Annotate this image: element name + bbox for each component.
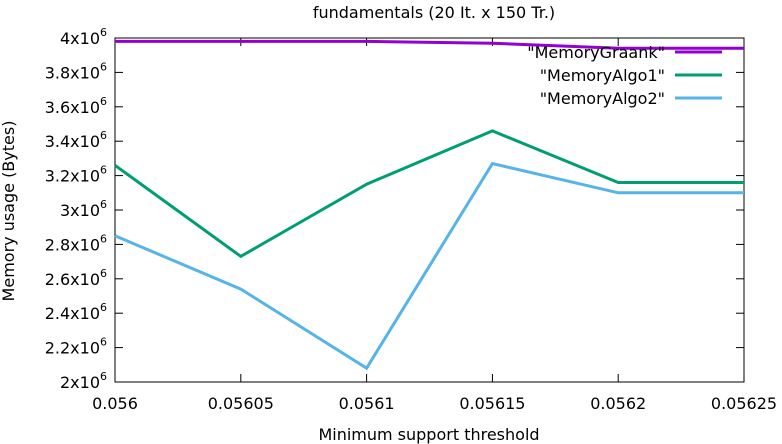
y-tick-label: 3x106	[60, 198, 107, 220]
y-tick-exponent: 6	[100, 26, 107, 39]
y-tick-exponent: 6	[100, 60, 107, 73]
y-tick-mantissa: 2x10	[60, 373, 100, 392]
y-tick-mantissa: 2.4x10	[45, 304, 100, 323]
series-line-3	[114, 161, 744, 371]
y-tick-label: 2.4x106	[45, 301, 107, 323]
x-tick-label: 0.0562	[590, 394, 646, 413]
x-axis-ticks: 0.056 0.05605 0.0561 0.05615 0.0562 0.05625	[92, 38, 777, 413]
legend-label: "MemoryAlgo1"	[540, 66, 665, 85]
y-tick-mantissa: 4x10	[60, 29, 100, 48]
y-tick-mantissa: 3.6x10	[45, 98, 100, 117]
y-tick-mantissa: 2.8x10	[45, 235, 100, 254]
series-line-1	[115, 39, 744, 50]
y-tick-exponent: 6	[100, 198, 107, 211]
y-tick-exponent: 6	[100, 370, 107, 383]
y-tick-mantissa: 2.2x10	[45, 339, 100, 358]
x-tick-label: 0.0561	[339, 394, 395, 413]
y-tick-label: 2x106	[60, 370, 107, 392]
x-axis-title: Minimum support threshold	[318, 425, 539, 444]
y-tick-exponent: 6	[100, 129, 107, 142]
y-tick-label: 3.6x106	[45, 95, 107, 117]
x-tick-label: 0.05605	[208, 394, 274, 413]
y-tick-label: 2.2x106	[45, 336, 107, 358]
y-tick-label: 2.8x106	[45, 232, 107, 254]
y-tick-mantissa: 2.6x10	[45, 270, 100, 289]
x-tick-label: 0.056	[92, 394, 138, 413]
y-tick-mantissa: 3.8x10	[45, 63, 100, 82]
legend-label: "MemoryGraank"	[527, 43, 665, 62]
y-tick-exponent: 6	[100, 301, 107, 314]
y-tick-mantissa: 3.4x10	[45, 132, 100, 151]
y-tick-mantissa: 3x10	[60, 201, 100, 220]
y-tick-exponent: 6	[100, 232, 107, 245]
legend-label: "MemoryAlgo2"	[540, 89, 665, 108]
series-lines	[114, 39, 744, 371]
y-tick-label: 2.6x106	[45, 267, 107, 289]
y-tick-exponent: 6	[100, 164, 107, 177]
y-tick-label: 3.8x106	[45, 60, 107, 82]
y-tick-exponent: 6	[100, 95, 107, 108]
y-tick-label: 3.4x106	[45, 129, 107, 151]
chart-title: fundamentals (20 It. x 150 Tr.)	[313, 3, 555, 22]
y-tick-exponent: 6	[100, 267, 107, 280]
series-line-2	[114, 129, 744, 259]
legend: "MemoryGraank" "MemoryAlgo1" "MemoryAlgo2"	[527, 43, 722, 108]
x-tick-label: 0.05615	[459, 394, 525, 413]
y-axis-ticks: 2x1062.2x1062.4x1062.6x1062.8x1063x1063.…	[45, 26, 744, 392]
y-tick-label: 4x106	[60, 26, 107, 48]
y-tick-mantissa: 3.2x10	[45, 167, 100, 186]
y-tick-label: 3.2x106	[45, 164, 107, 186]
y-axis-title: Memory usage (Bytes)	[0, 121, 18, 302]
x-tick-label: 0.05625	[711, 394, 777, 413]
y-tick-exponent: 6	[100, 336, 107, 349]
